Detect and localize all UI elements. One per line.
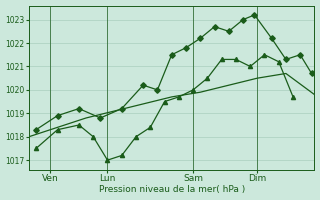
X-axis label: Pression niveau de la mer( hPa ): Pression niveau de la mer( hPa ) (99, 185, 245, 194)
